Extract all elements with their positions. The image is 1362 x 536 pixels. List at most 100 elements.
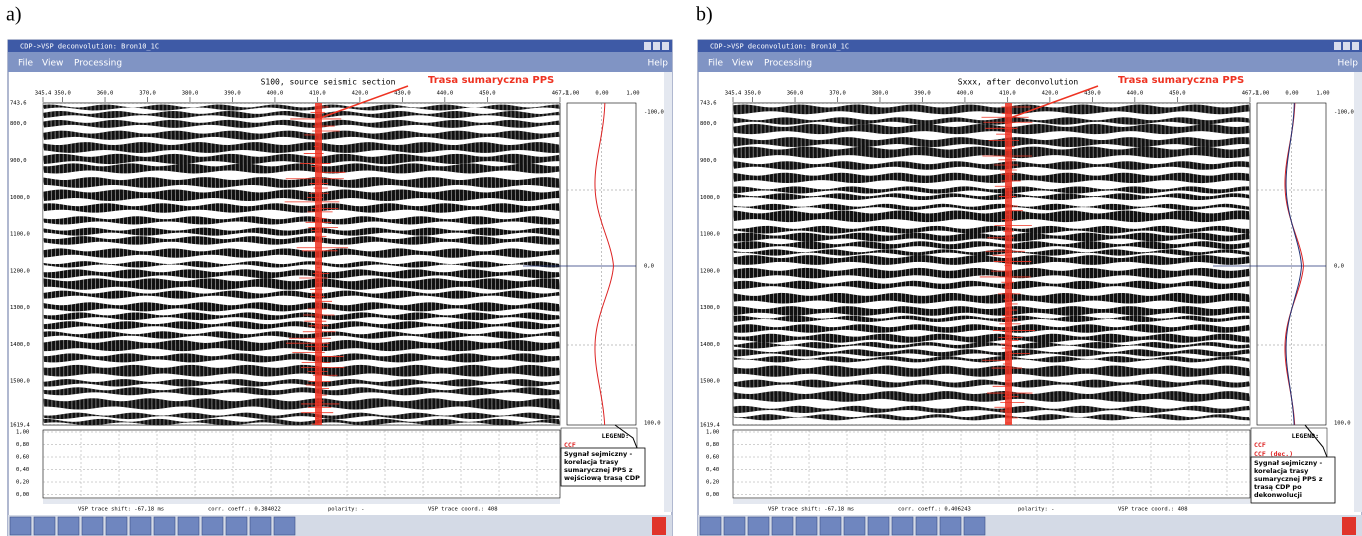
trace [912, 102, 915, 426]
y-tick-label: 1500,0 [700, 379, 720, 385]
trace [1200, 102, 1203, 426]
tool-button[interactable] [795, 516, 818, 536]
menu-item[interactable]: Processing [764, 59, 812, 69]
seismic-event [43, 331, 560, 339]
tool-button[interactable] [33, 516, 56, 536]
tool-button[interactable] [963, 516, 986, 536]
trace [474, 102, 477, 426]
tool-button[interactable] [105, 516, 128, 536]
trace [1132, 102, 1135, 426]
trace [130, 102, 133, 426]
annotation-box [1250, 456, 1336, 504]
seismic-event [43, 189, 560, 202]
window-button[interactable] [1334, 42, 1341, 50]
trace [170, 102, 173, 426]
lower-tick-label: 0,60 [16, 455, 29, 461]
window-button[interactable] [1352, 42, 1359, 50]
y-tick-label: 1500,0 [10, 379, 30, 385]
trace [1156, 102, 1159, 426]
trace [486, 102, 489, 426]
seismic-event [43, 379, 560, 387]
x-tick-label: 440,0 [1127, 91, 1144, 97]
tool-button[interactable] [915, 516, 938, 536]
tool-button[interactable] [771, 516, 794, 536]
tool-button[interactable] [723, 516, 746, 536]
trace [302, 102, 305, 426]
trace [550, 102, 553, 426]
tool-button[interactable] [867, 516, 890, 536]
trace [760, 102, 763, 426]
trace [828, 102, 831, 426]
tool-button[interactable] [891, 516, 914, 536]
tool-button[interactable] [273, 516, 296, 536]
menu-item[interactable]: File [708, 59, 724, 69]
trace [952, 102, 955, 426]
trace [1068, 102, 1071, 426]
x-tick-label: 370,0 [139, 91, 156, 97]
trace [804, 102, 807, 426]
trace [808, 102, 811, 426]
status-text: VSP trace coord.: 408 [1118, 507, 1188, 513]
window-button[interactable] [662, 42, 669, 50]
trace [334, 102, 337, 426]
x-tick-label: 410,0 [309, 91, 326, 97]
trace [538, 102, 541, 426]
trace [522, 102, 525, 426]
right-tick-label: 100,0 [644, 421, 661, 427]
menu-item[interactable]: Processing [74, 59, 122, 69]
tool-button[interactable] [819, 516, 842, 536]
menu-item[interactable]: File [18, 59, 34, 69]
annotation-pointer [614, 424, 638, 449]
x-tick-label: 345,4 [35, 91, 52, 97]
exit-button[interactable] [1342, 517, 1356, 535]
window-button[interactable] [1343, 42, 1350, 50]
menu-help[interactable]: Help [647, 59, 668, 69]
trace [860, 102, 863, 426]
trace [490, 102, 493, 426]
trace [450, 102, 453, 426]
window-button[interactable] [644, 42, 651, 50]
tool-button[interactable] [843, 516, 866, 536]
tool-button[interactable] [129, 516, 152, 536]
trace [178, 102, 181, 426]
lower-tick-label: 0,40 [706, 467, 719, 473]
annotation-pointer [1304, 424, 1328, 458]
trace [502, 102, 505, 426]
trace [546, 102, 549, 426]
right-tick-label: 0,0 [1334, 264, 1344, 270]
tool-button[interactable] [747, 516, 770, 536]
tool-button[interactable] [177, 516, 200, 536]
tool-button[interactable] [201, 516, 224, 536]
tool-button[interactable] [699, 516, 722, 536]
trace [812, 102, 815, 426]
annotation-line: sumarycznej PPS z [1254, 475, 1323, 483]
tool-button[interactable] [57, 516, 80, 536]
tool-button[interactable] [939, 516, 962, 536]
trace [98, 102, 101, 426]
tool-button[interactable] [153, 516, 176, 536]
menu-item[interactable]: View [732, 59, 753, 69]
exit-button[interactable] [652, 517, 666, 535]
tool-button[interactable] [9, 516, 32, 536]
trace [194, 102, 197, 426]
tool-button[interactable] [81, 516, 104, 536]
h-scrollbar [43, 499, 560, 504]
seismic-event [733, 349, 1250, 357]
trace [58, 102, 61, 426]
trace [1016, 102, 1019, 426]
menu-help[interactable]: Help [1337, 59, 1358, 69]
window-button[interactable] [653, 42, 660, 50]
x-tick-label: 420,0 [1042, 91, 1059, 97]
trace [78, 102, 81, 426]
trace [102, 102, 105, 426]
tool-button[interactable] [249, 516, 272, 536]
tool-button[interactable] [225, 516, 248, 536]
annotation-box [560, 447, 646, 487]
trace [554, 102, 557, 426]
trace [394, 102, 397, 426]
trace [1072, 102, 1075, 426]
menu-item[interactable]: View [42, 59, 63, 69]
trace [530, 102, 533, 426]
x-tick-label: 380,0 [872, 91, 889, 97]
trace [1032, 102, 1035, 426]
